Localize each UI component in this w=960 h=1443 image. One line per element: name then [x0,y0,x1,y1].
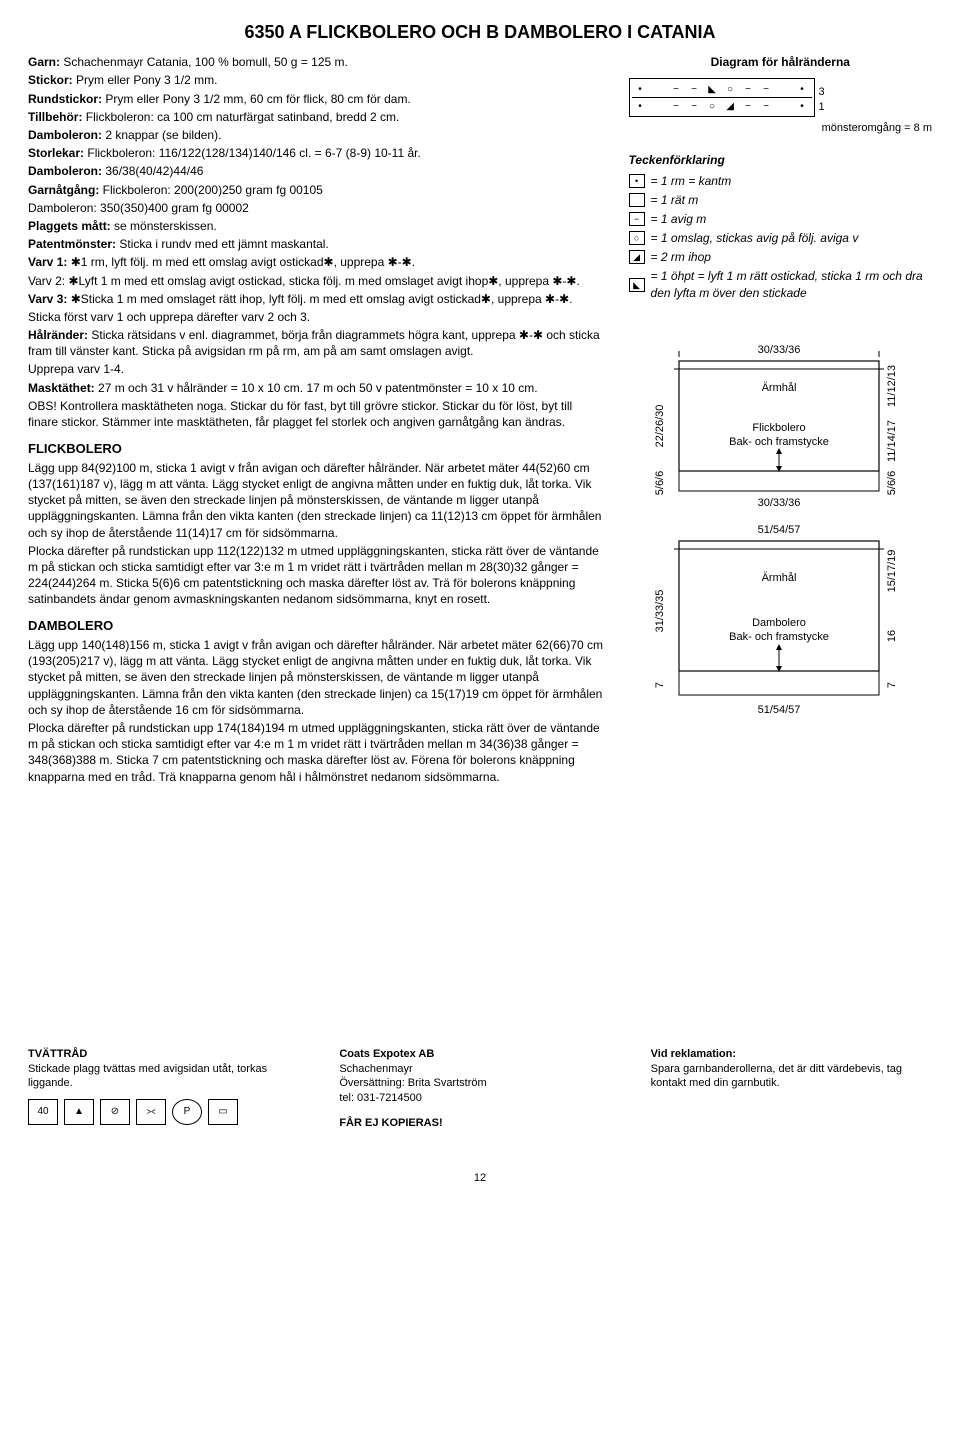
care-icon-tumble: ⊘ [100,1099,130,1125]
dambolero-p2: Plocka därefter på rundstickan upp 174(1… [28,720,605,785]
svg-text:5/6/6: 5/6/6 [886,471,898,495]
intro-varv2: Varv 2: ✱Lyft 1 m med ett omslag avigt o… [28,273,605,289]
footer: TVÄTTRÅD Stickade plagg tvättas med avig… [28,1047,932,1131]
diagram-title: Diagram för hålränderna [629,54,932,70]
svg-text:5/6/6: 5/6/6 [654,471,666,495]
svg-text:7: 7 [886,682,898,688]
page-number: 12 [28,1171,932,1186]
page-title: 6350 A FLICKBOLERO OCH B DAMBOLERO I CAT… [28,20,932,44]
flickbolero-p1: Lägg upp 84(92)100 m, sticka 1 avigt v f… [28,460,605,541]
svg-text:Dambolero: Dambolero [752,617,806,629]
intro-damboleron: Damboleron: 2 knappar (se bilden). [28,127,605,143]
flickbolero-heading: FLICKBOLERO [28,440,605,458]
intro-garnatgang: Garnåtgång: Flickboleron: 200(200)250 gr… [28,182,605,198]
svg-text:30/33/36: 30/33/36 [757,344,800,356]
intro-stickor: Stickor: Prym eller Pony 3 1/2 mm. [28,72,605,88]
dambolero-p1: Lägg upp 140(148)156 m, sticka 1 avigt v… [28,637,605,718]
chart-row1-label: 1 [819,100,825,115]
intro-sticka-forst: Sticka först varv 1 och upprepa därefter… [28,309,605,325]
schematic-dambolero: 51/54/57 Ärmhål Dambolero Bak- och frams… [629,521,932,721]
footer-tvattrad: TVÄTTRÅD Stickade plagg tvättas med avig… [28,1047,309,1131]
intro-patent: Patentmönster: Sticka i rundv med ett jä… [28,236,605,252]
intro-rundstickor: Rundstickor: Prym eller Pony 3 1/2 mm, 6… [28,91,605,107]
svg-text:31/33/35: 31/33/35 [654,589,666,632]
legend-item-0: •= 1 rm = kantm [629,173,932,189]
svg-text:Ärmhål: Ärmhål [761,382,796,394]
legend-item-3: ○= 1 omslag, stickas avig på följ. aviga… [629,230,932,246]
intro-varv1: Varv 1: ✱1 rm, lyft följ. m med ett omsl… [28,254,605,270]
intro-obs: OBS! Kontrollera masktätheten noga. Stic… [28,398,605,430]
flickbolero-p2: Plocka därefter på rundstickan upp 112(1… [28,543,605,608]
legend-heading: Teckenförklaring [629,152,932,168]
footer-reklamation: Vid reklamation: Spara garnbanderollerna… [651,1047,932,1131]
svg-text:51/54/57: 51/54/57 [757,704,800,716]
left-column: Garn: Schachenmayr Catania, 100 % bomull… [28,54,605,786]
intro-plaggets: Plaggets mått: se mönsterskissen. [28,218,605,234]
care-icon-dryclean: P [172,1099,202,1125]
chart-grid: •−−◣○−−• •−−○◢−−• [629,78,815,117]
svg-text:16: 16 [886,630,898,642]
svg-text:Ärmhål: Ärmhål [761,572,796,584]
care-icon-dry: ▭ [208,1099,238,1125]
svg-text:11/14/17: 11/14/17 [886,420,898,462]
chart-container: •−−◣○−−• •−−○◢−−• 3 1 [629,78,932,121]
intro-garnatgang2: Damboleron: 350(350)400 gram fg 00002 [28,200,605,216]
main-columns: Garn: Schachenmayr Catania, 100 % bomull… [28,54,932,786]
legend-item-1: = 1 rät m [629,192,932,208]
svg-text:15/17/19: 15/17/19 [886,549,898,592]
care-icon-iron: ⪥ [136,1099,166,1125]
intro-varv3: Varv 3: ✱Sticka 1 m med omslaget rätt ih… [28,291,605,307]
legend-item-5: ◣= 1 öhpt = lyft 1 m rätt ostickad, stic… [629,268,932,300]
svg-text:30/33/36: 30/33/36 [757,497,800,509]
svg-text:Flickbolero: Flickbolero [752,422,805,434]
intro-masktathet: Masktäthet: 27 m och 31 v hålränder = 10… [28,380,605,396]
intro-tillbehor: Tillbehör: Flickboleron: ca 100 cm natur… [28,109,605,125]
diagram-note: mönsteromgång = 8 m [629,121,932,136]
intro-upprepa: Upprepa varv 1-4. [28,361,605,377]
care-icon-wash: 40 [28,1099,58,1125]
legend-item-2: −= 1 avig m [629,211,932,227]
right-column: Diagram för hålränderna •−−◣○−−• •−−○◢−−… [629,54,932,786]
svg-text:11/12/13: 11/12/13 [886,365,898,407]
chart-row3-label: 3 [819,85,825,100]
svg-text:Bak- och framstycke: Bak- och framstycke [729,436,829,448]
svg-text:7: 7 [654,682,666,688]
intro-storlekar: Storlekar: Flickboleron: 116/122(128/134… [28,145,605,161]
intro-damboleron2: Damboleron: 36/38(40/42)44/46 [28,163,605,179]
svg-text:51/54/57: 51/54/57 [757,524,800,536]
intro-garn: Garn: Schachenmayr Catania, 100 % bomull… [28,54,605,70]
intro-halrander: Hålränder: Sticka rätsidans v enl. diagr… [28,327,605,359]
footer-company: Coats Expotex AB Schachenmayr Översättni… [339,1047,620,1131]
dambolero-heading: DAMBOLERO [28,617,605,635]
svg-text:Bak- och framstycke: Bak- och framstycke [729,631,829,643]
svg-text:22/26/30: 22/26/30 [654,404,666,447]
care-icons: 40 ▲ ⊘ ⪥ P ▭ [28,1099,309,1125]
schematic-flickbolero: 30/33/36 Ärmhål Flickbolero Bak- och fra… [629,341,932,511]
legend-item-4: ◢= 2 rm ihop [629,249,932,265]
care-icon-bleach: ▲ [64,1099,94,1125]
